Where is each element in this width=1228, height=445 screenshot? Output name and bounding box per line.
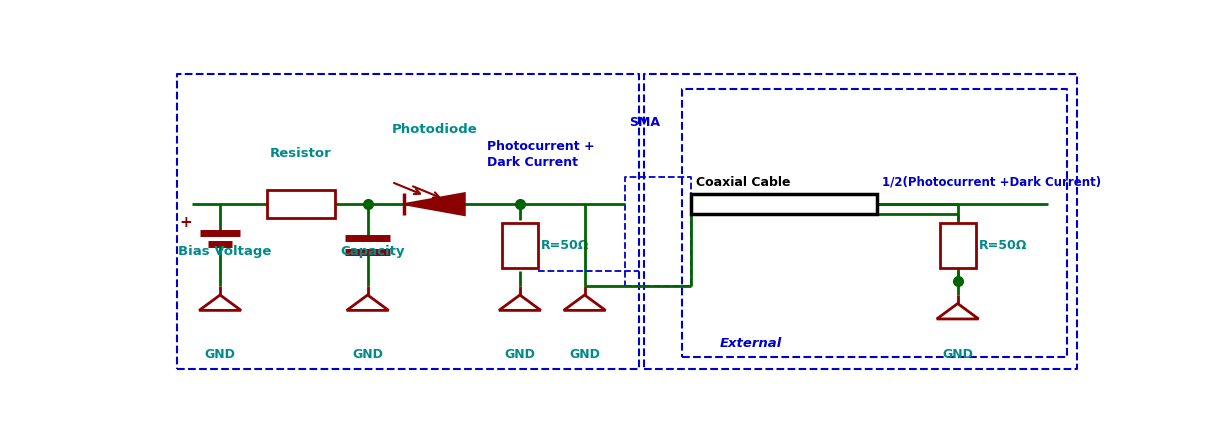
Text: +: + <box>179 215 193 230</box>
Text: GND: GND <box>352 348 383 361</box>
Text: 1/2(Photocurrent +Dark Current): 1/2(Photocurrent +Dark Current) <box>882 176 1100 189</box>
Text: Resistor: Resistor <box>270 146 332 160</box>
Text: GND: GND <box>570 348 600 361</box>
Text: GND: GND <box>205 348 236 361</box>
Bar <box>939 223 976 267</box>
Bar <box>691 194 877 214</box>
Text: Capacity: Capacity <box>340 245 405 258</box>
Text: Photocurrent +
Dark Current: Photocurrent + Dark Current <box>486 140 594 169</box>
Text: R=50Ω: R=50Ω <box>540 239 589 252</box>
Text: Coaxial Cable: Coaxial Cable <box>696 176 791 189</box>
Text: External: External <box>720 337 782 350</box>
Bar <box>502 223 538 267</box>
Text: R=50Ω: R=50Ω <box>979 239 1027 252</box>
Polygon shape <box>404 193 464 215</box>
Text: Photodiode: Photodiode <box>392 123 478 136</box>
Text: GND: GND <box>942 348 973 361</box>
Text: Bias Voltage: Bias Voltage <box>178 245 271 258</box>
Text: SMA: SMA <box>630 116 661 129</box>
Text: GND: GND <box>505 348 535 361</box>
Bar <box>266 190 335 218</box>
